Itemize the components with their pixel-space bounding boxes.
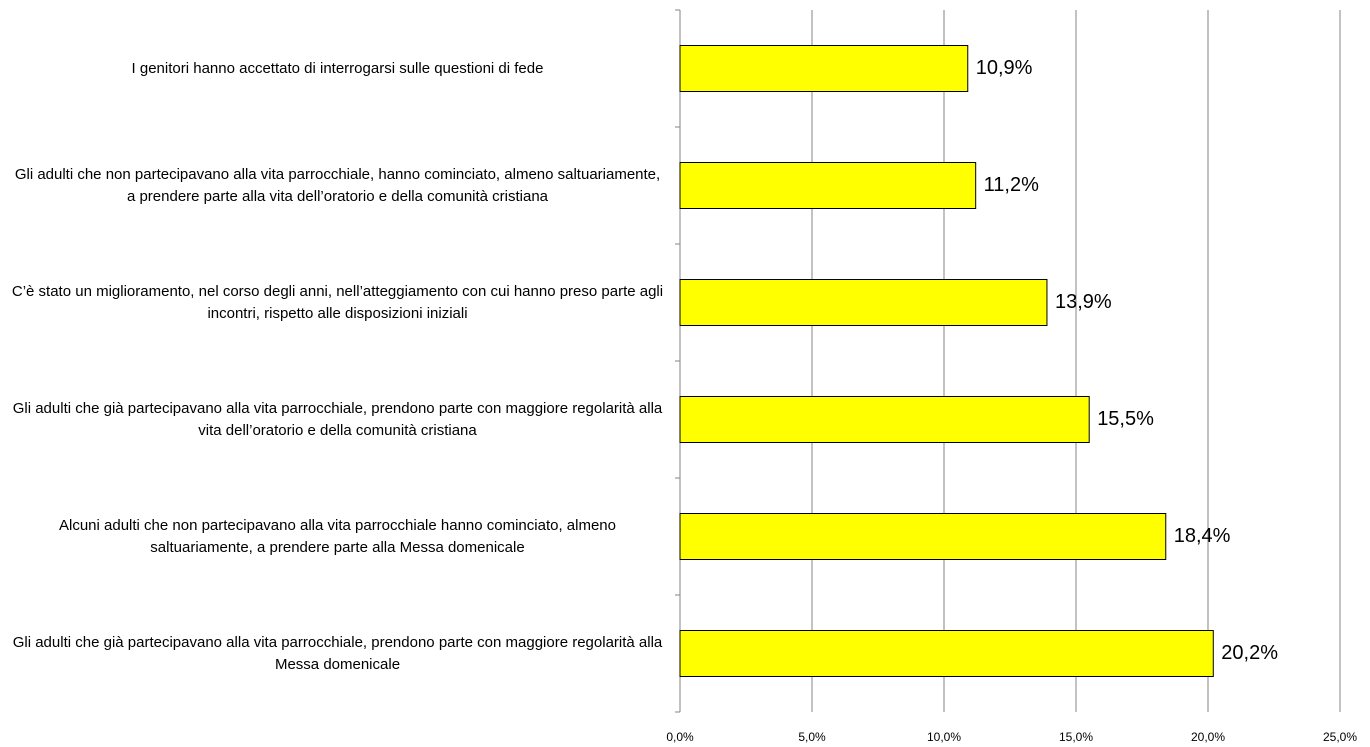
value-label: 10,9% [976,57,1033,79]
bar [679,513,1167,560]
bar [679,279,1048,326]
value-label: 18,4% [1174,525,1231,547]
x-tick-label: 0,0% [666,730,694,744]
value-label: 11,2% [984,174,1039,196]
x-tick-label: 20,0% [1191,730,1225,744]
bar [679,630,1214,677]
category-label: Gli adulti che già partecipavano alla vi… [12,399,663,439]
value-label: 13,9% [1055,291,1112,313]
value-label: 15,5% [1097,408,1154,430]
x-tick-label: 25,0% [1323,730,1357,744]
category-label: Gli adulti che già partecipavano alla vi… [12,633,663,673]
x-tick-label: 10,0% [927,730,961,744]
bar [679,45,969,92]
category-label: I genitori hanno accettato di interrogar… [131,59,544,77]
x-tick-label: 15,0% [1059,730,1093,744]
category-label: Alcuni adulti che non partecipavano alla… [58,516,616,556]
category-label: C’è stato un miglioramento, nel corso de… [11,282,664,322]
category-label: Gli adulti che non partecipavano alla vi… [14,165,661,205]
bar [679,162,977,209]
x-tick-label: 5,0% [798,730,826,744]
bar [679,396,1090,443]
value-label: 20,2% [1221,642,1278,664]
